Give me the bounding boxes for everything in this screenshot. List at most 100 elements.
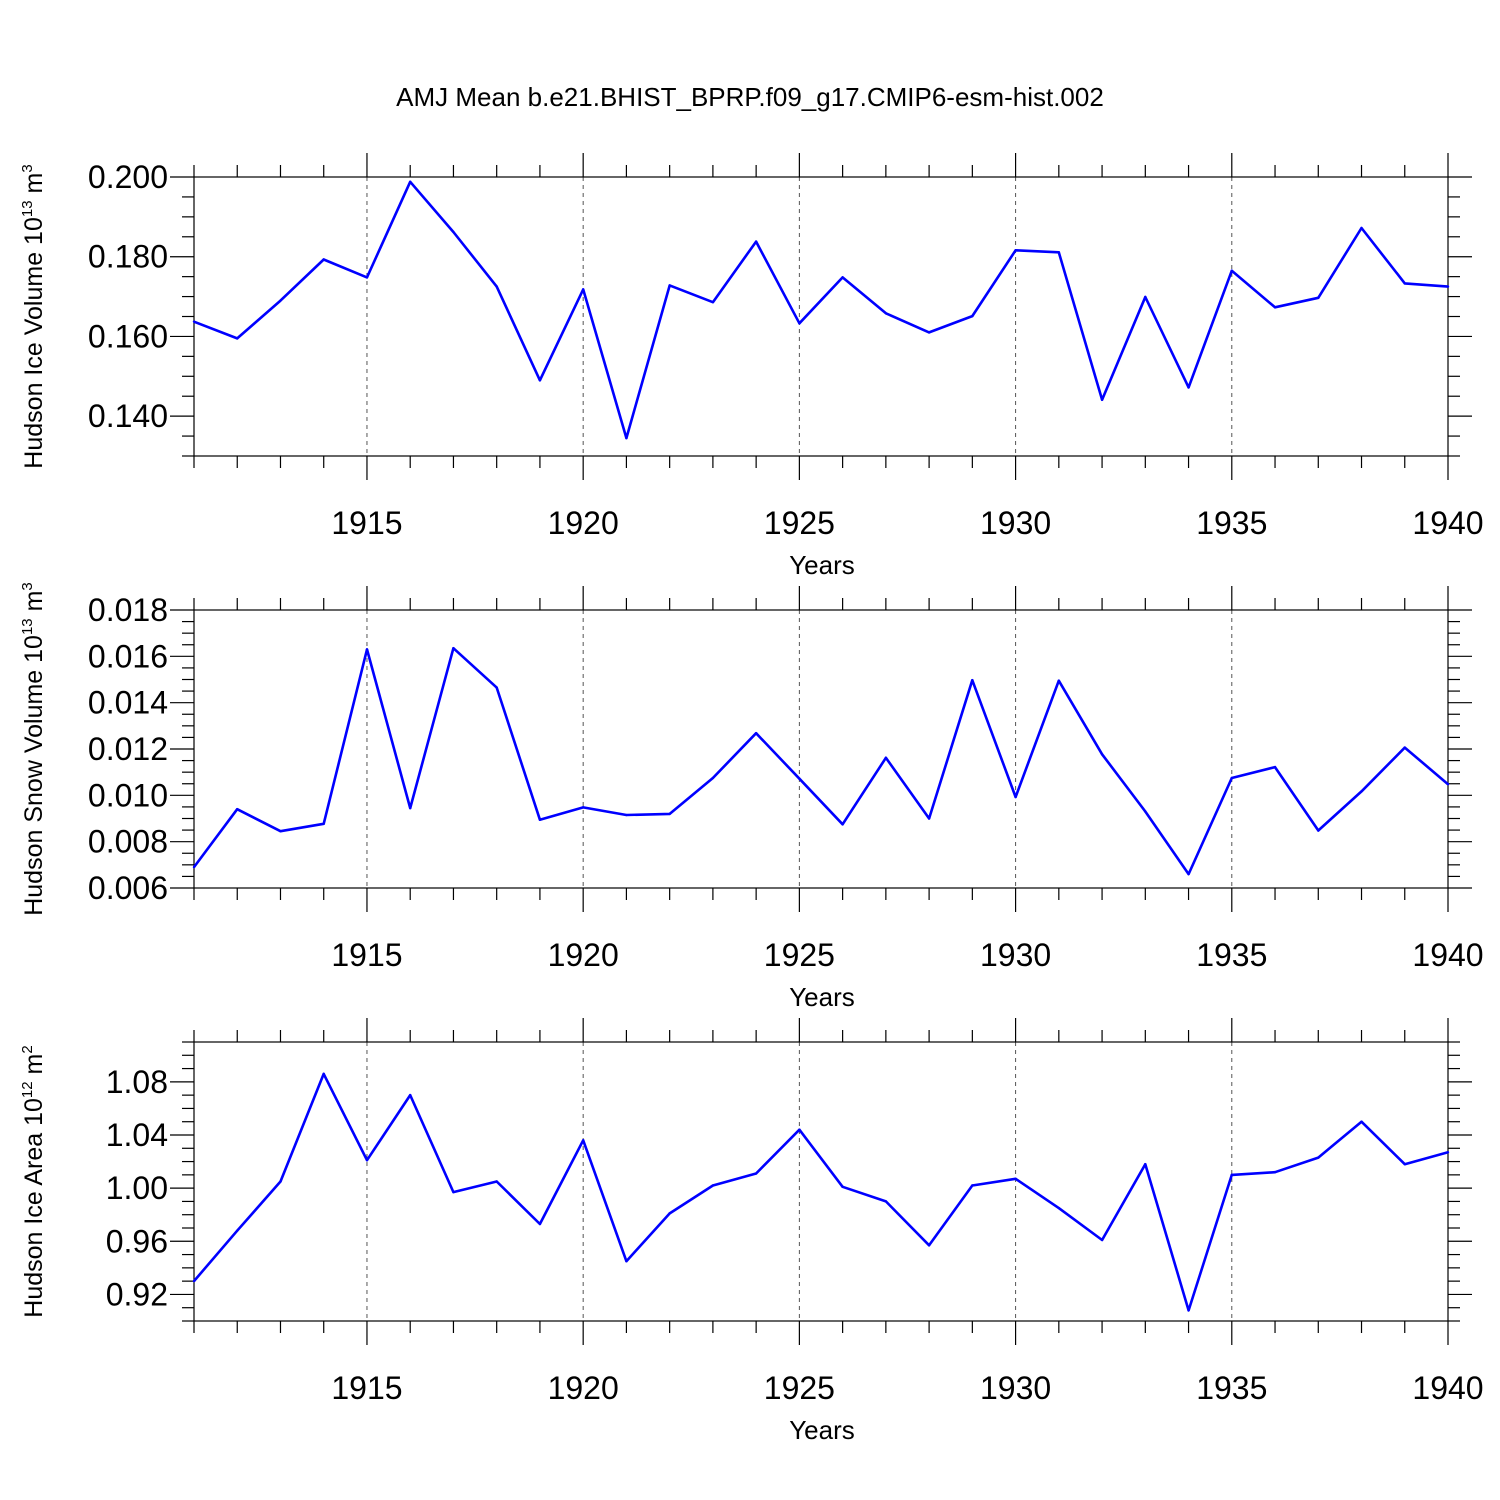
data-point: [279, 1180, 282, 1183]
y-tick-label: 0.96: [106, 1223, 168, 1259]
y-axis-label: Hudson Ice Volume 1013 m3: [19, 164, 48, 468]
data-point: [841, 1185, 844, 1189]
x-tick-label: 1930: [980, 1370, 1051, 1406]
plot-frame: [193, 176, 1449, 457]
data-point: [1057, 1206, 1061, 1210]
data-point: [581, 288, 585, 291]
data-point: [495, 1180, 498, 1183]
data-point: [279, 830, 282, 833]
data-point: [1273, 765, 1277, 769]
data-point: [1273, 1171, 1277, 1174]
data-point: [711, 776, 715, 780]
data-point: [495, 686, 498, 689]
x-tick-label: 1935: [1196, 937, 1267, 973]
data-point: [192, 865, 196, 869]
data-point: [1187, 872, 1190, 876]
data-point: [409, 806, 412, 810]
data-point: [1014, 249, 1017, 252]
y-axis-label-main: Hudson Snow Volume 10: [20, 635, 48, 916]
y-tick-label: 0.014: [88, 685, 168, 721]
x-tick-label: 1915: [331, 505, 402, 541]
y-axis-label-unit: m: [20, 1054, 48, 1082]
x-tick-label: 1920: [548, 937, 619, 973]
data-point: [625, 813, 628, 817]
data-point: [279, 299, 282, 302]
data-point: [841, 276, 844, 279]
data-point: [1100, 398, 1104, 402]
data-point: [754, 1172, 758, 1175]
x-axis-label: Years: [789, 1415, 855, 1445]
data-point: [1360, 226, 1363, 230]
x-axis-label: Years: [789, 982, 855, 1012]
data-point: [495, 285, 498, 288]
data-point: [971, 314, 974, 318]
y-tick-label: 1.00: [106, 1170, 168, 1206]
x-tick-label: 1935: [1196, 505, 1267, 541]
y-axis-label-unit-exponent: 3: [19, 164, 36, 172]
data-point: [1403, 746, 1406, 749]
data-point: [1403, 282, 1406, 285]
y-tick-label: 0.140: [88, 398, 168, 434]
data-point: [798, 322, 801, 325]
data-point: [581, 1139, 585, 1142]
x-tick-label: 1935: [1196, 1370, 1267, 1406]
y-tick-label: 0.200: [88, 159, 168, 195]
data-point: [1144, 1163, 1147, 1166]
data-point: [711, 1184, 715, 1187]
y-tick-label: 1.04: [106, 1117, 168, 1153]
data-point: [322, 822, 325, 826]
y-axis-label-main: Hudson Ice Volume 10: [20, 217, 48, 469]
data-point: [1144, 810, 1147, 813]
data-point: [668, 812, 671, 816]
y-tick-label: 0.018: [88, 592, 168, 628]
y-tick-label: 0.180: [88, 239, 168, 275]
data-point: [1014, 1177, 1017, 1181]
data-point: [1230, 776, 1233, 780]
y-tick-label: 0.006: [88, 870, 168, 906]
y-tick-label: 0.012: [88, 731, 168, 767]
x-tick-label: 1940: [1412, 937, 1483, 973]
data-point: [1446, 1151, 1450, 1154]
data-point: [236, 808, 239, 811]
plot-frame: [193, 609, 1449, 889]
data-point: [971, 678, 974, 682]
data-point: [1057, 679, 1061, 682]
y-axis-label-unit: m: [20, 591, 48, 619]
y-axis-label: Hudson Snow Volume 1013 m3: [19, 582, 48, 916]
data-point: [625, 1260, 628, 1263]
data-point: [1230, 1173, 1233, 1177]
y-axis-label-main: Hudson Ice Area 10: [20, 1098, 48, 1318]
data-point: [1317, 1156, 1320, 1159]
x-tick-label: 1915: [331, 937, 402, 973]
y-axis-label-exponent: 13: [19, 618, 36, 635]
data-point: [625, 436, 628, 440]
x-tick-label: 1920: [548, 505, 619, 541]
y-tick-label: 1.08: [106, 1064, 168, 1100]
data-point: [409, 180, 412, 183]
data-point: [365, 1159, 369, 1162]
data-point: [236, 337, 239, 340]
data-point: [1317, 296, 1320, 299]
series-line: [193, 1072, 1449, 1312]
y-tick-label: 0.92: [106, 1276, 168, 1312]
figure-title: AMJ Mean b.e21.BHIST_BPRP.f09_g17.CMIP6-…: [396, 82, 1104, 112]
x-tick-label: 1920: [548, 1370, 619, 1406]
x-tick-label: 1925: [764, 505, 835, 541]
data-point: [1100, 753, 1104, 756]
data-point: [1403, 1163, 1406, 1166]
data-point: [1057, 251, 1061, 254]
data-point: [538, 1222, 542, 1226]
data-point: [798, 777, 801, 780]
data-point: [1014, 795, 1017, 799]
data-point: [322, 1072, 325, 1076]
x-tick-label: 1940: [1412, 1370, 1483, 1406]
data-point: [365, 648, 369, 651]
series-line: [193, 180, 1449, 440]
data-point: [452, 1190, 455, 1194]
data-point: [1187, 1309, 1190, 1312]
data-point: [971, 1184, 974, 1187]
data-point: [322, 258, 325, 261]
data-point: [452, 230, 455, 234]
y-tick-label: 0.008: [88, 824, 168, 860]
